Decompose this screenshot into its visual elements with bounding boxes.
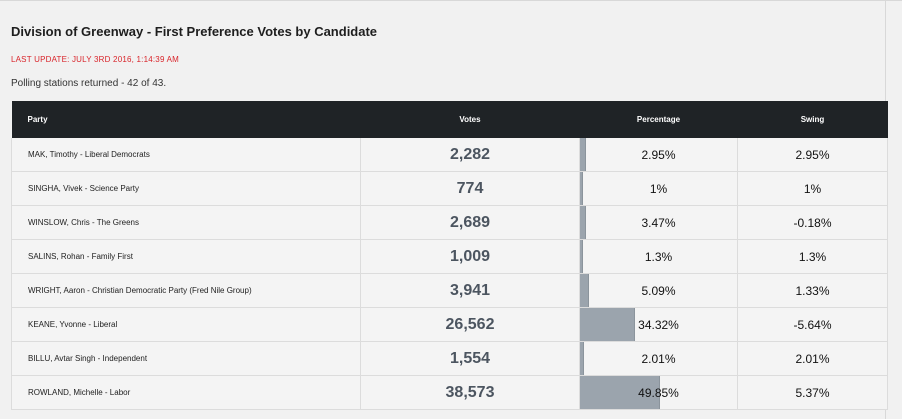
votes-cell: 26,562 [360,307,580,342]
polling-status-text: Polling stations returned - 42 of 43. [11,78,167,89]
swing-cell: 1.33% [737,273,888,308]
votes-cell: 2,689 [360,205,580,240]
candidate-party-cell: KEANE, Yvonne - Liberal [11,307,361,342]
percentage-value: 2.95% [641,147,676,162]
percentage-bar [580,172,583,205]
candidate-party-cell: ROWLAND, Michelle - Labor [11,375,361,410]
percentage-cell: 1% [579,171,738,206]
percentage-cell: 34.32% [579,307,738,342]
swing-cell: 1.3% [737,239,888,274]
percentage-bar [580,376,660,409]
percentage-value: 1.3% [644,249,673,264]
table-row: MAK, Timothy - Liberal Democrats 2,282 2.9… [11,138,888,172]
candidate-party-cell: WINSLOW, Chris - The Greens [11,205,361,240]
swing-cell: 2.95% [737,138,888,172]
table-row: WRIGHT, Aaron - Christian Democratic Par… [11,273,888,308]
percentage-bar [580,308,635,341]
column-header-swing[interactable]: Swing [737,101,888,138]
percentage-value: 5.09% [641,283,676,298]
votes-cell: 2,282 [360,138,580,172]
percentage-cell: 5.09% [579,273,738,308]
table-row: SALINS, Rohan - Family First 1,009 1.3% 1.3… [11,239,888,274]
percentage-value: 1% [649,181,668,196]
votes-cell: 1,554 [360,341,580,376]
percentage-bar [580,138,586,171]
percentage-bar [580,206,586,239]
percentage-cell: 2.95% [579,138,738,172]
column-header-party[interactable]: Party [11,101,361,138]
percentage-cell: 3.47% [579,205,738,240]
table-header-row: Party Votes Percentage Swing [11,101,888,138]
table-row: BILLU, Avtar Singh - Independent 1,554 2.0… [11,341,888,376]
percentage-value: 49.85% [638,385,679,400]
percentage-bar [580,240,583,273]
percentage-cell: 1.3% [579,239,738,274]
percentage-bar [580,342,584,375]
swing-cell: 2.01% [737,341,888,376]
percentage-value: 34.32% [638,317,679,332]
results-table: Party Votes Percentage Swing MAK, Timoth… [11,101,888,410]
swing-cell: 5.37% [737,375,888,410]
votes-cell: 774 [360,171,580,206]
page-title: Division of Greenway - First Preference … [11,24,378,39]
table-row: KEANE, Yvonne - Liberal 26,562 34.32% -5.64… [11,307,888,342]
percentage-cell: 2.01% [579,341,738,376]
percentage-value: 3.47% [641,215,676,230]
percentage-value: 2.01% [641,351,676,366]
votes-cell: 1,009 [360,239,580,274]
table-row: SINGHA, Vivek - Science Party 774 1% 1% [11,171,888,206]
candidate-party-cell: SINGHA, Vivek - Science Party [11,171,361,206]
swing-cell: -5.64% [737,307,888,342]
candidate-party-cell: MAK, Timothy - Liberal Democrats [11,138,361,172]
column-header-percentage[interactable]: Percentage [579,101,738,138]
candidate-party-cell: WRIGHT, Aaron - Christian Democratic Par… [11,273,361,308]
percentage-bar [580,274,589,307]
table-row: ROWLAND, Michelle - Labor 38,573 49.85% 5.3… [11,375,888,410]
top-divider [0,0,902,1]
candidate-party-cell: SALINS, Rohan - Family First [11,239,361,274]
percentage-cell: 49.85% [579,375,738,410]
candidate-party-cell: BILLU, Avtar Singh - Independent [11,341,361,376]
swing-cell: -0.18% [737,205,888,240]
table-row: WINSLOW, Chris - The Greens 2,689 3.47% -0.… [11,205,888,240]
swing-cell: 1% [737,171,888,206]
column-header-votes[interactable]: Votes [360,101,580,138]
votes-cell: 3,941 [360,273,580,308]
last-update-text: LAST UPDATE: JULY 3RD 2016, 1:14:39 AM [11,55,179,64]
votes-cell: 38,573 [360,375,580,410]
